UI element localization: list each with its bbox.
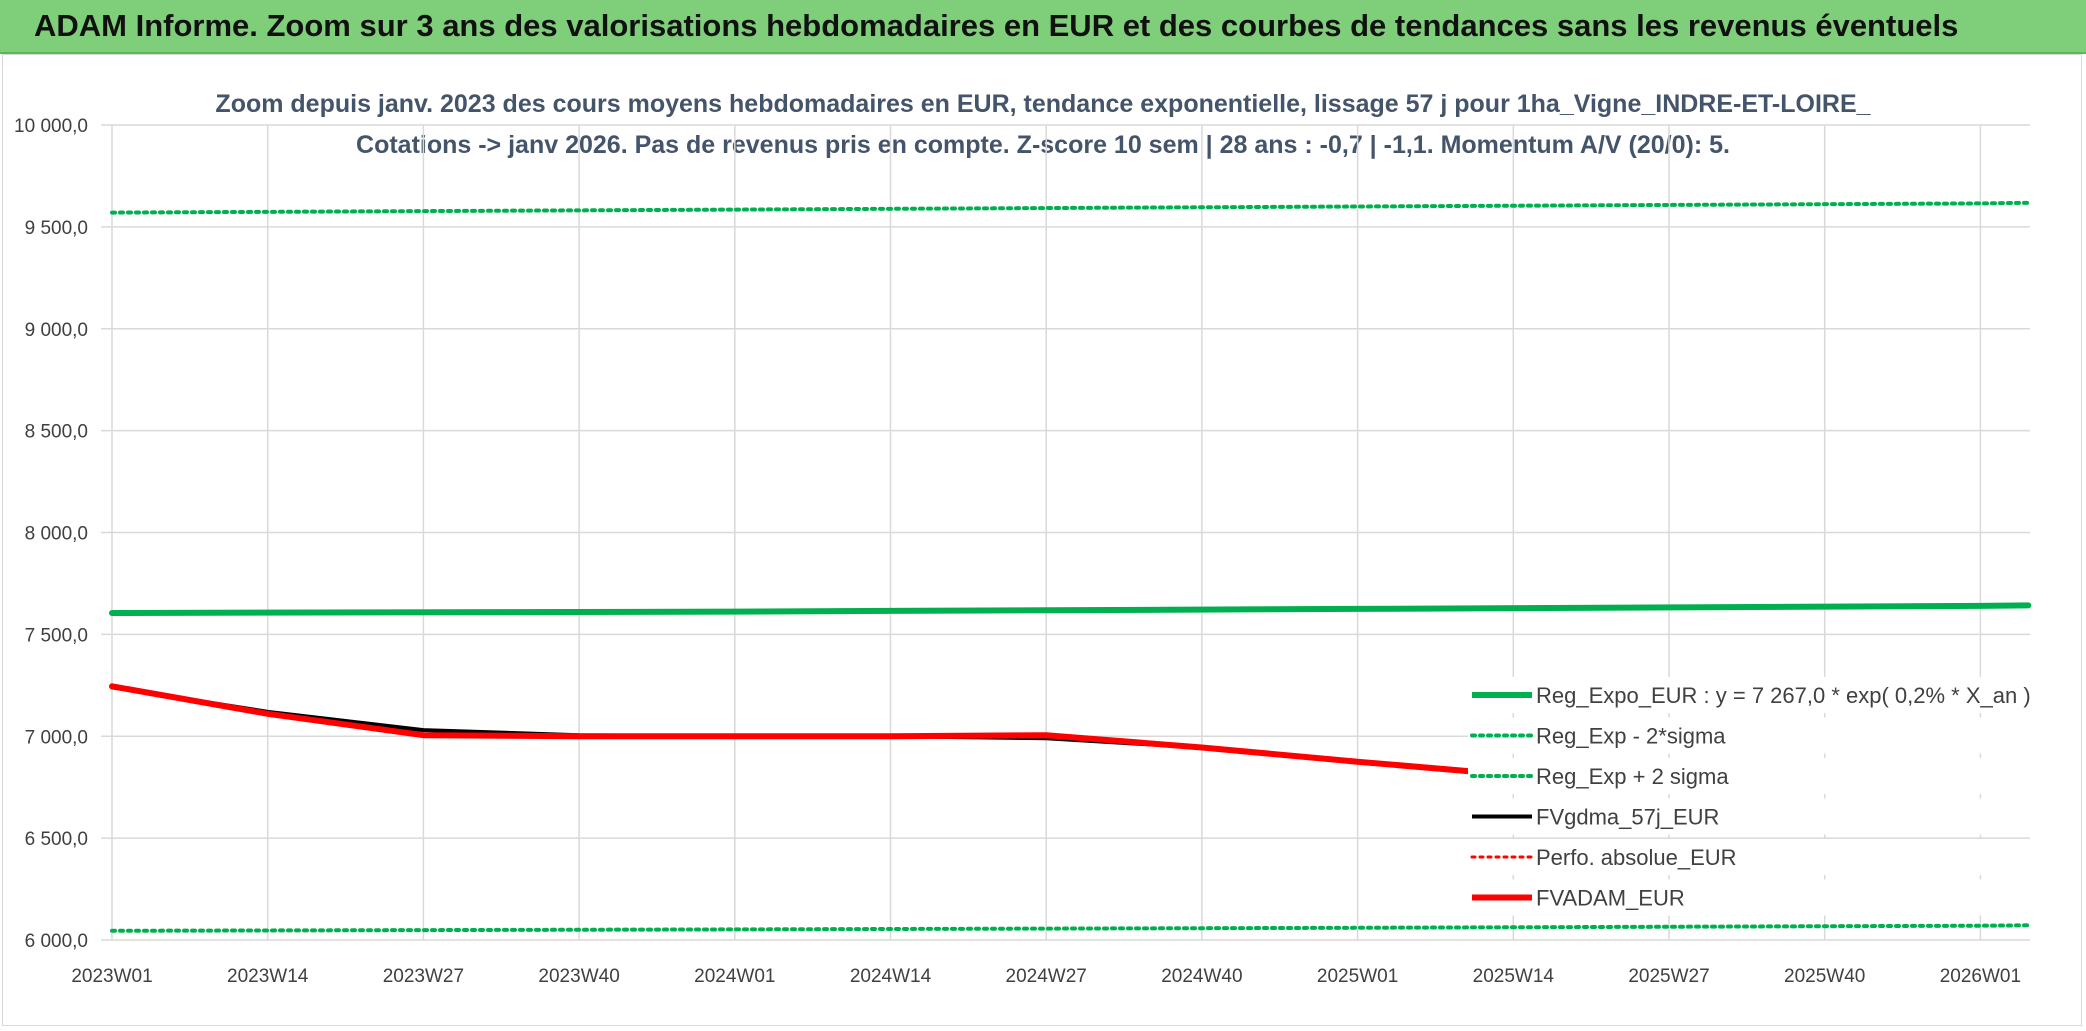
legend-label: Perfo. absolue_EUR [1536, 845, 1737, 870]
y-tick-label: 7 000,0 [25, 727, 88, 748]
report-title: ADAM Informe. Zoom sur 3 ans des valoris… [34, 8, 1959, 43]
y-tick-label: 9 500,0 [25, 218, 88, 239]
report-banner: ADAM Informe. Zoom sur 3 ans des valoris… [0, 0, 2086, 54]
x-axis-ticks: 2023W01 2023W14 2023W27 2023W40 2024W01 2024W… [71, 966, 2021, 987]
y-tick-label: 6 500,0 [25, 829, 88, 850]
y-tick-label: 8 500,0 [25, 422, 88, 443]
x-tick-label: 2023W14 [227, 966, 309, 987]
x-tick-label: 2025W14 [1473, 966, 1555, 987]
x-tick-label: 2026W01 [1940, 966, 2021, 987]
series-line [109, 602, 2032, 616]
x-tick-label: 2024W40 [1161, 966, 1242, 987]
legend-entry-bg [1468, 758, 2038, 794]
y-tick-label: 6 000,0 [25, 931, 88, 952]
legend-label: Reg_Exp - 2*sigma [1536, 724, 1726, 749]
x-tick-label: 2024W27 [1006, 966, 1087, 987]
x-tick-label: 2023W01 [71, 966, 152, 987]
legend-label: Reg_Exp + 2 sigma [1536, 764, 1729, 789]
legend-entry-bg [1468, 839, 2038, 875]
x-tick-label: 2025W27 [1628, 966, 1709, 987]
legend-entry-bg [1468, 879, 2038, 916]
legend-entry-bg [1468, 798, 2038, 835]
y-tick-label: 10 000,0 [14, 116, 88, 137]
legend-label: FVADAM_EUR [1536, 886, 1685, 911]
chart-subtitle: Cotations -> janv 2026. Pas de revenus p… [356, 131, 1730, 159]
x-tick-label: 2024W14 [850, 966, 932, 987]
legend-entry-bg [1468, 717, 2038, 754]
chart-title: Zoom depuis janv. 2023 des cours moyens … [215, 90, 1871, 118]
y-tick-label: 8 000,0 [25, 524, 88, 545]
x-tick-label: 2024W01 [694, 966, 775, 987]
x-tick-label: 2025W40 [1784, 966, 1865, 987]
x-tick-label: 2023W27 [383, 966, 464, 987]
legend-entry-bg [1468, 677, 2038, 713]
series-lines [109, 200, 2032, 933]
series-line [110, 200, 2031, 215]
x-tick-label: 2023W40 [538, 966, 619, 987]
legend-label: Reg_Expo_EUR : y = 7 267,0 * exp( 0,2% *… [1536, 683, 2031, 708]
chart-frame [2, 54, 2082, 1026]
y-axis-ticks: 6 000,0 6 500,0 7 000,0 7 500,0 8 000,0 8 500… [14, 116, 88, 952]
y-tick-label: 9 000,0 [25, 320, 88, 341]
legend-label: FVgdma_57j_EUR [1536, 805, 1719, 830]
legend: Reg_Expo_EUR : y = 7 267,0 * exp( 0,2% *… [1468, 677, 2038, 916]
series-line [110, 923, 2031, 933]
y-tick-label: 7 500,0 [25, 625, 88, 646]
x-tick-label: 2025W01 [1317, 966, 1398, 987]
